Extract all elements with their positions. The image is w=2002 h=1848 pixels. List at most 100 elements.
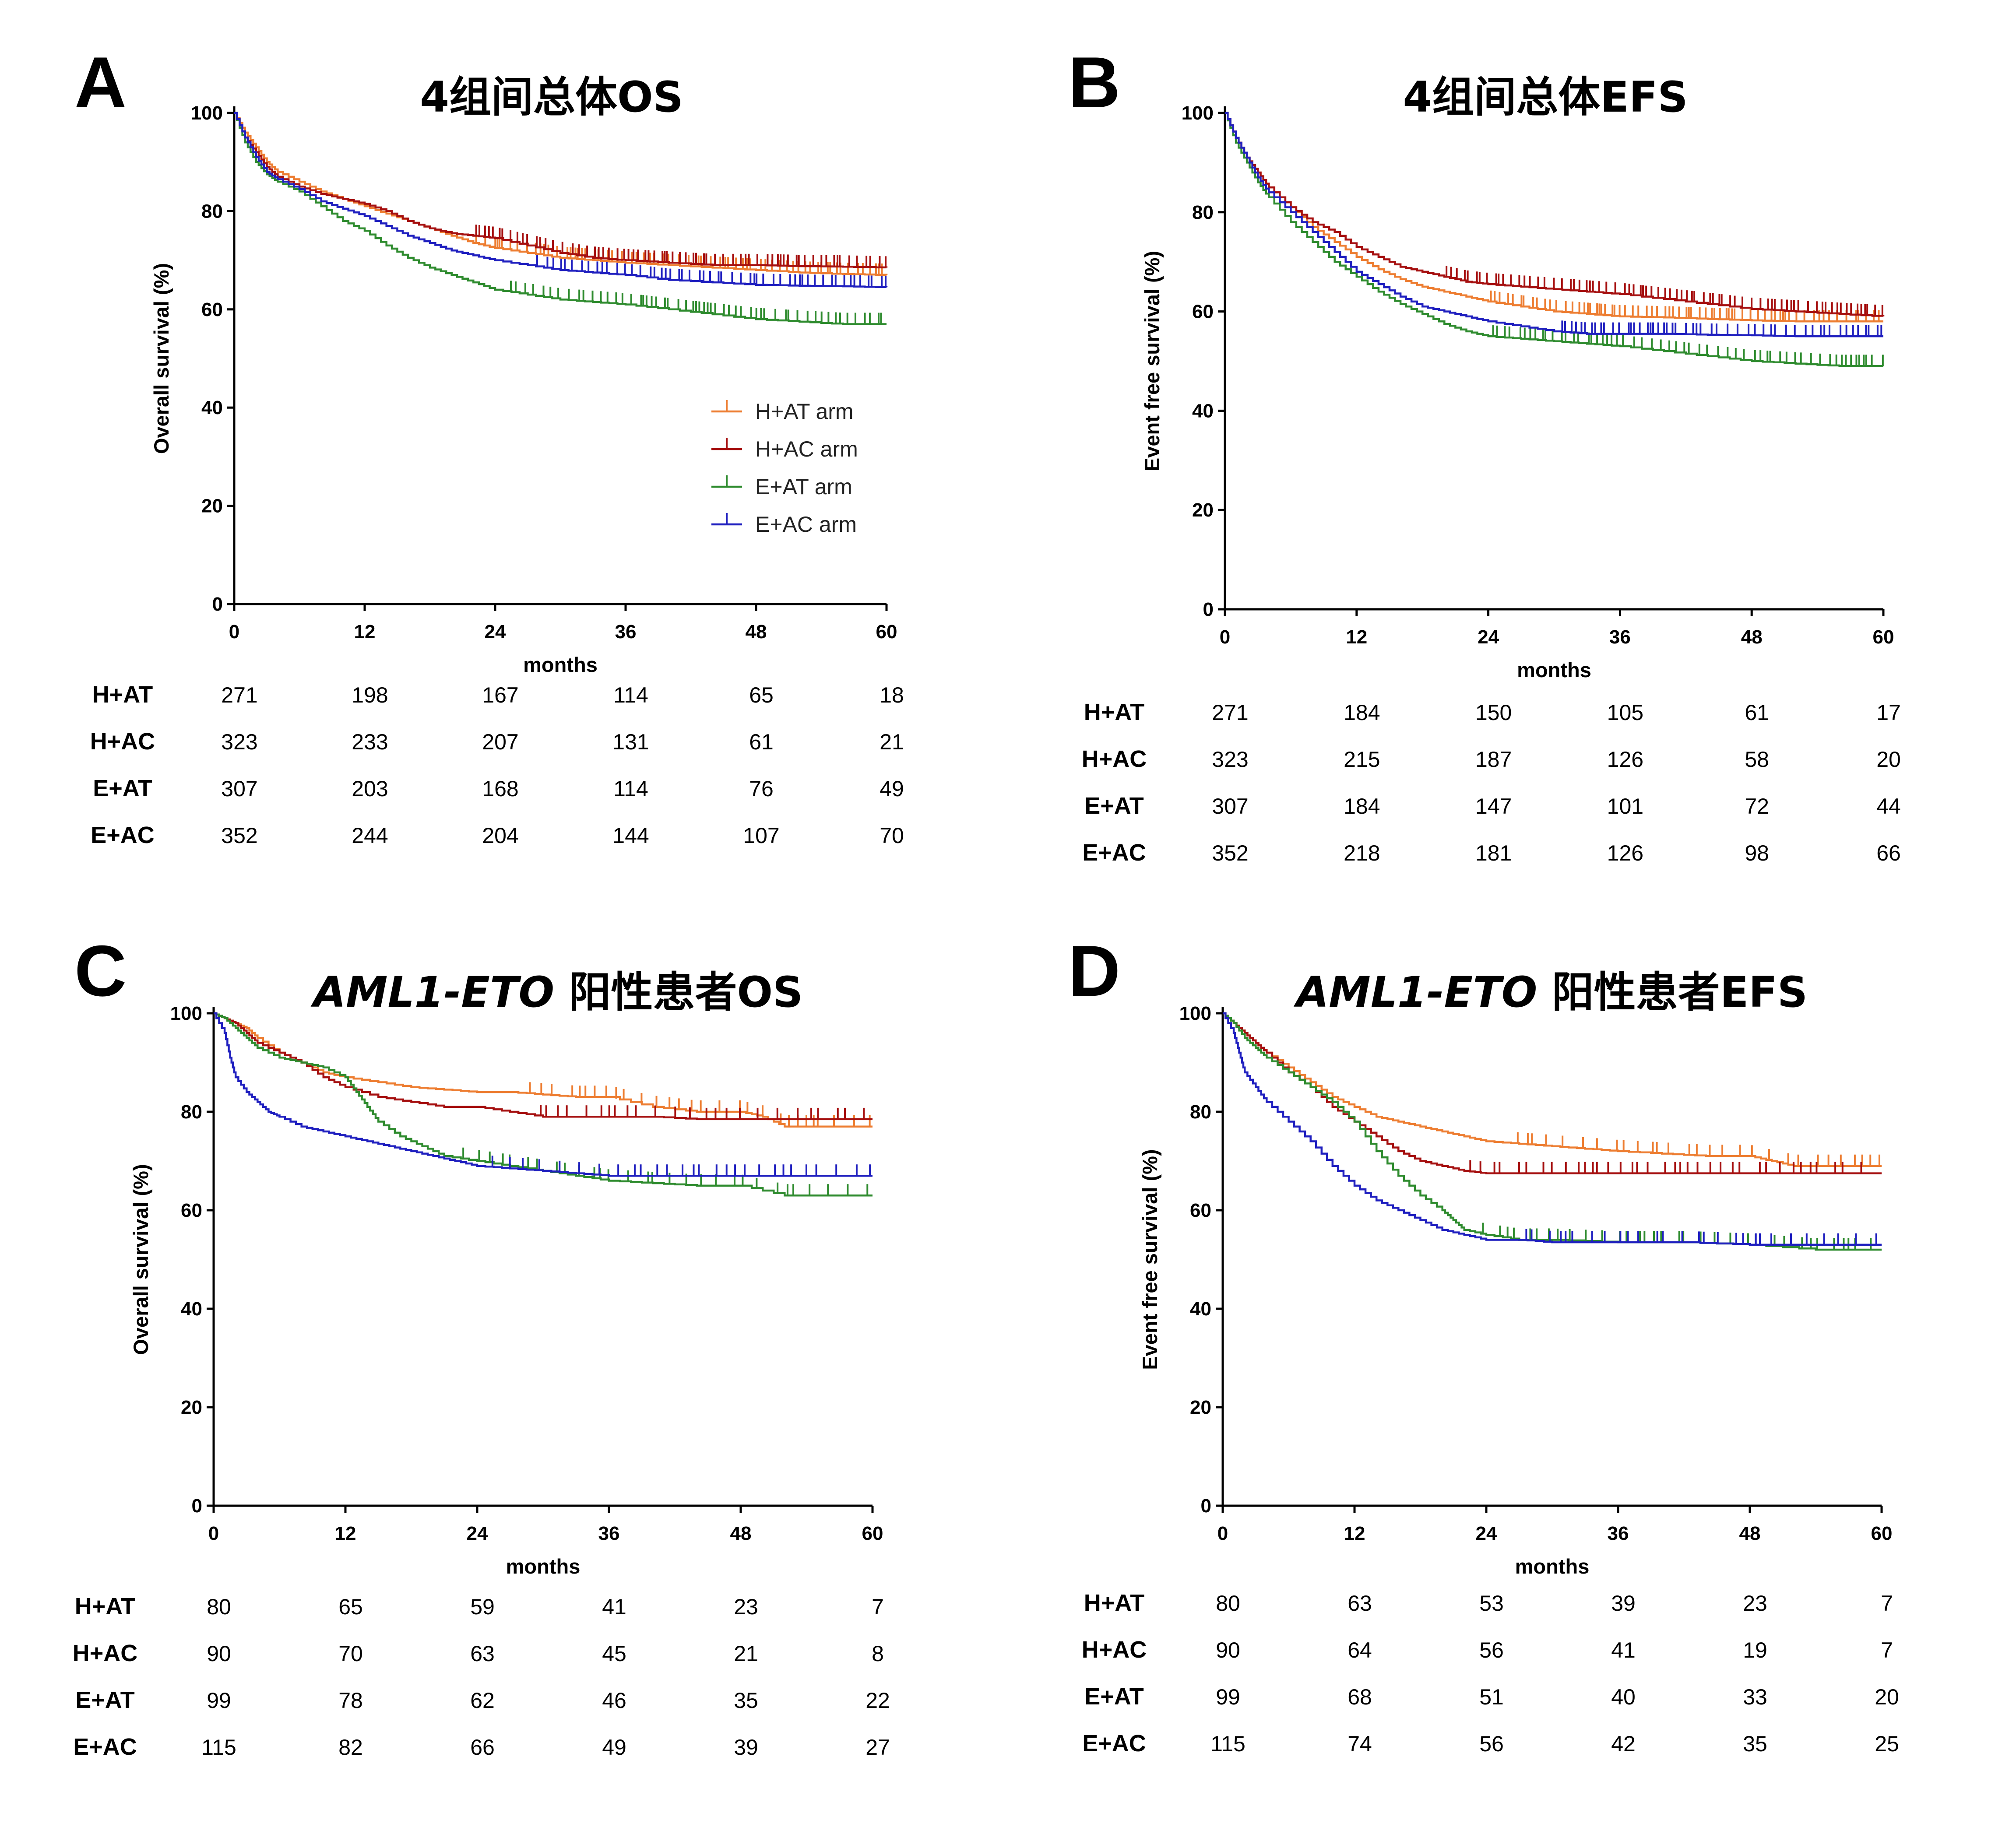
- risk-count: 126: [1607, 747, 1643, 772]
- panel-title-italic: AML1-ETO: [310, 968, 554, 1017]
- risk-count: 147: [1475, 794, 1512, 819]
- risk-row-label: H+AC: [1082, 746, 1147, 772]
- y-tick-label: 40: [1192, 400, 1214, 422]
- risk-count: 63: [1348, 1591, 1372, 1616]
- risk-count: 56: [1479, 1732, 1504, 1756]
- risk-row-label: E+AC: [91, 822, 155, 848]
- x-tick-label: 12: [335, 1523, 356, 1544]
- x-tick-label: 60: [876, 621, 897, 643]
- risk-row-label: E+AT: [75, 1687, 135, 1713]
- x-axis-label: months: [506, 1555, 581, 1578]
- risk-table: H+AT 271 184 150 105 61 17 H+AC 323 215 187 126 58 20…: [1082, 699, 1901, 866]
- y-axis-label: Overall survival (%): [150, 263, 173, 454]
- risk-count: 76: [749, 776, 774, 801]
- km-curve-h-ac: [234, 112, 888, 269]
- x-tick-label: 48: [1739, 1523, 1761, 1544]
- panel-title-text: 4组间总体EFS: [1403, 73, 1688, 122]
- km-curve-e-at: [1223, 1012, 1882, 1251]
- x-tick-label: 60: [1871, 1523, 1893, 1544]
- risk-count: 307: [221, 776, 257, 801]
- risk-count: 19: [1743, 1638, 1767, 1662]
- panel-title: AML1-ETO 阳性患者EFS: [1293, 968, 1808, 1017]
- risk-count: 352: [1212, 841, 1248, 865]
- risk-count: 114: [613, 683, 648, 707]
- x-tick-label: 24: [1478, 626, 1499, 648]
- risk-row-label: H+AT: [1084, 1590, 1145, 1616]
- x-tick-label: 36: [1609, 626, 1631, 648]
- x-axis-label: months: [1517, 658, 1591, 682]
- risk-row-label: E+AC: [1082, 1730, 1146, 1757]
- risk-count: 218: [1344, 841, 1380, 865]
- x-axis-label: months: [523, 653, 598, 676]
- risk-count: 20: [1876, 747, 1901, 772]
- risk-count: 65: [749, 683, 774, 707]
- risk-count: 82: [338, 1735, 363, 1760]
- risk-count: 23: [1743, 1591, 1767, 1616]
- risk-count: 90: [1216, 1638, 1240, 1662]
- risk-table: H+AT 80 63 53 39 23 7 H+AC 90 64 56 41 19 7 E+AT 99 68 51…: [1082, 1590, 1899, 1757]
- risk-row-label: E+AT: [93, 775, 152, 801]
- x-tick-label: 12: [354, 621, 376, 643]
- risk-count: 114: [613, 776, 648, 801]
- risk-count: 53: [1479, 1591, 1504, 1616]
- y-tick-label: 20: [1190, 1397, 1211, 1418]
- risk-count: 207: [482, 730, 518, 754]
- risk-row-label: H+AC: [90, 728, 155, 755]
- panel-title-text: 阳性患者EFS: [1537, 968, 1808, 1017]
- risk-count: 126: [1607, 841, 1643, 865]
- risk-count: 45: [602, 1641, 626, 1666]
- risk-count: 7: [1881, 1638, 1893, 1662]
- y-tick-label: 100: [191, 102, 223, 124]
- km-curve-e-ac: [214, 1012, 873, 1177]
- y-tick-label: 100: [1179, 1003, 1211, 1024]
- y-tick-label: 100: [170, 1003, 202, 1024]
- risk-count: 17: [1876, 700, 1901, 725]
- risk-row-label: H+AT: [92, 682, 153, 708]
- y-tick-label: 80: [181, 1101, 202, 1123]
- risk-count: 150: [1475, 700, 1512, 725]
- risk-count: 21: [734, 1641, 758, 1666]
- risk-count: 184: [1344, 700, 1380, 725]
- x-tick-label: 36: [1608, 1523, 1629, 1544]
- risk-count: 62: [470, 1688, 495, 1713]
- y-tick-label: 20: [201, 495, 223, 517]
- risk-count: 8: [872, 1641, 884, 1666]
- panel-b: B 4组间总体EFS 0 12 24 36 48 60 0 20 40 60 80 100 months Ev…: [1068, 42, 1901, 866]
- risk-count: 215: [1344, 747, 1380, 772]
- km-curve-h-at: [1223, 1012, 1882, 1167]
- y-tick-label: 60: [1192, 301, 1214, 323]
- km-curve-e-ac: [1223, 1012, 1882, 1246]
- risk-count: 25: [1875, 1732, 1899, 1756]
- risk-count: 39: [1611, 1591, 1636, 1616]
- risk-count: 78: [338, 1688, 363, 1713]
- x-tick-label: 60: [862, 1523, 883, 1544]
- panel-title-text: 阳性患者OS: [554, 968, 803, 1017]
- legend: H+AT arm H+AC arm E+AT arm E+AC arm: [711, 399, 858, 537]
- km-curve-e-at: [1225, 112, 1883, 367]
- y-tick-label: 60: [181, 1200, 202, 1221]
- panel-a: A 4组间总体OS 0 12 24 36 48 60 0 20 40 60 80 100 months Ove…: [74, 42, 904, 848]
- y-tick-label: 60: [201, 299, 223, 320]
- risk-count: 35: [1743, 1732, 1767, 1756]
- km-curve-h-at: [214, 1012, 873, 1128]
- panel-c: C AML1-ETO 阳性患者OS 0 12 24 36 48 60 0 20 40 60 80 100 m…: [73, 931, 890, 1760]
- x-tick-label: 48: [746, 621, 767, 643]
- risk-count: 42: [1611, 1732, 1636, 1756]
- panel-title: 4组间总体EFS: [1403, 73, 1688, 122]
- risk-count: 65: [338, 1595, 363, 1619]
- risk-count: 44: [1876, 794, 1901, 819]
- risk-count: 7: [872, 1595, 884, 1619]
- y-tick-label: 100: [1182, 102, 1214, 124]
- risk-row-label: E+AT: [1084, 1683, 1144, 1710]
- legend-label: H+AC arm: [755, 437, 858, 461]
- risk-count: 56: [1479, 1638, 1504, 1662]
- x-tick-label: 48: [1741, 626, 1763, 648]
- risk-count: 115: [201, 1735, 236, 1760]
- risk-count: 49: [602, 1735, 626, 1760]
- panel-letter: B: [1068, 42, 1120, 123]
- risk-count: 7: [1881, 1591, 1893, 1616]
- risk-count: 20: [1875, 1685, 1899, 1709]
- y-tick-label: 40: [1190, 1298, 1211, 1320]
